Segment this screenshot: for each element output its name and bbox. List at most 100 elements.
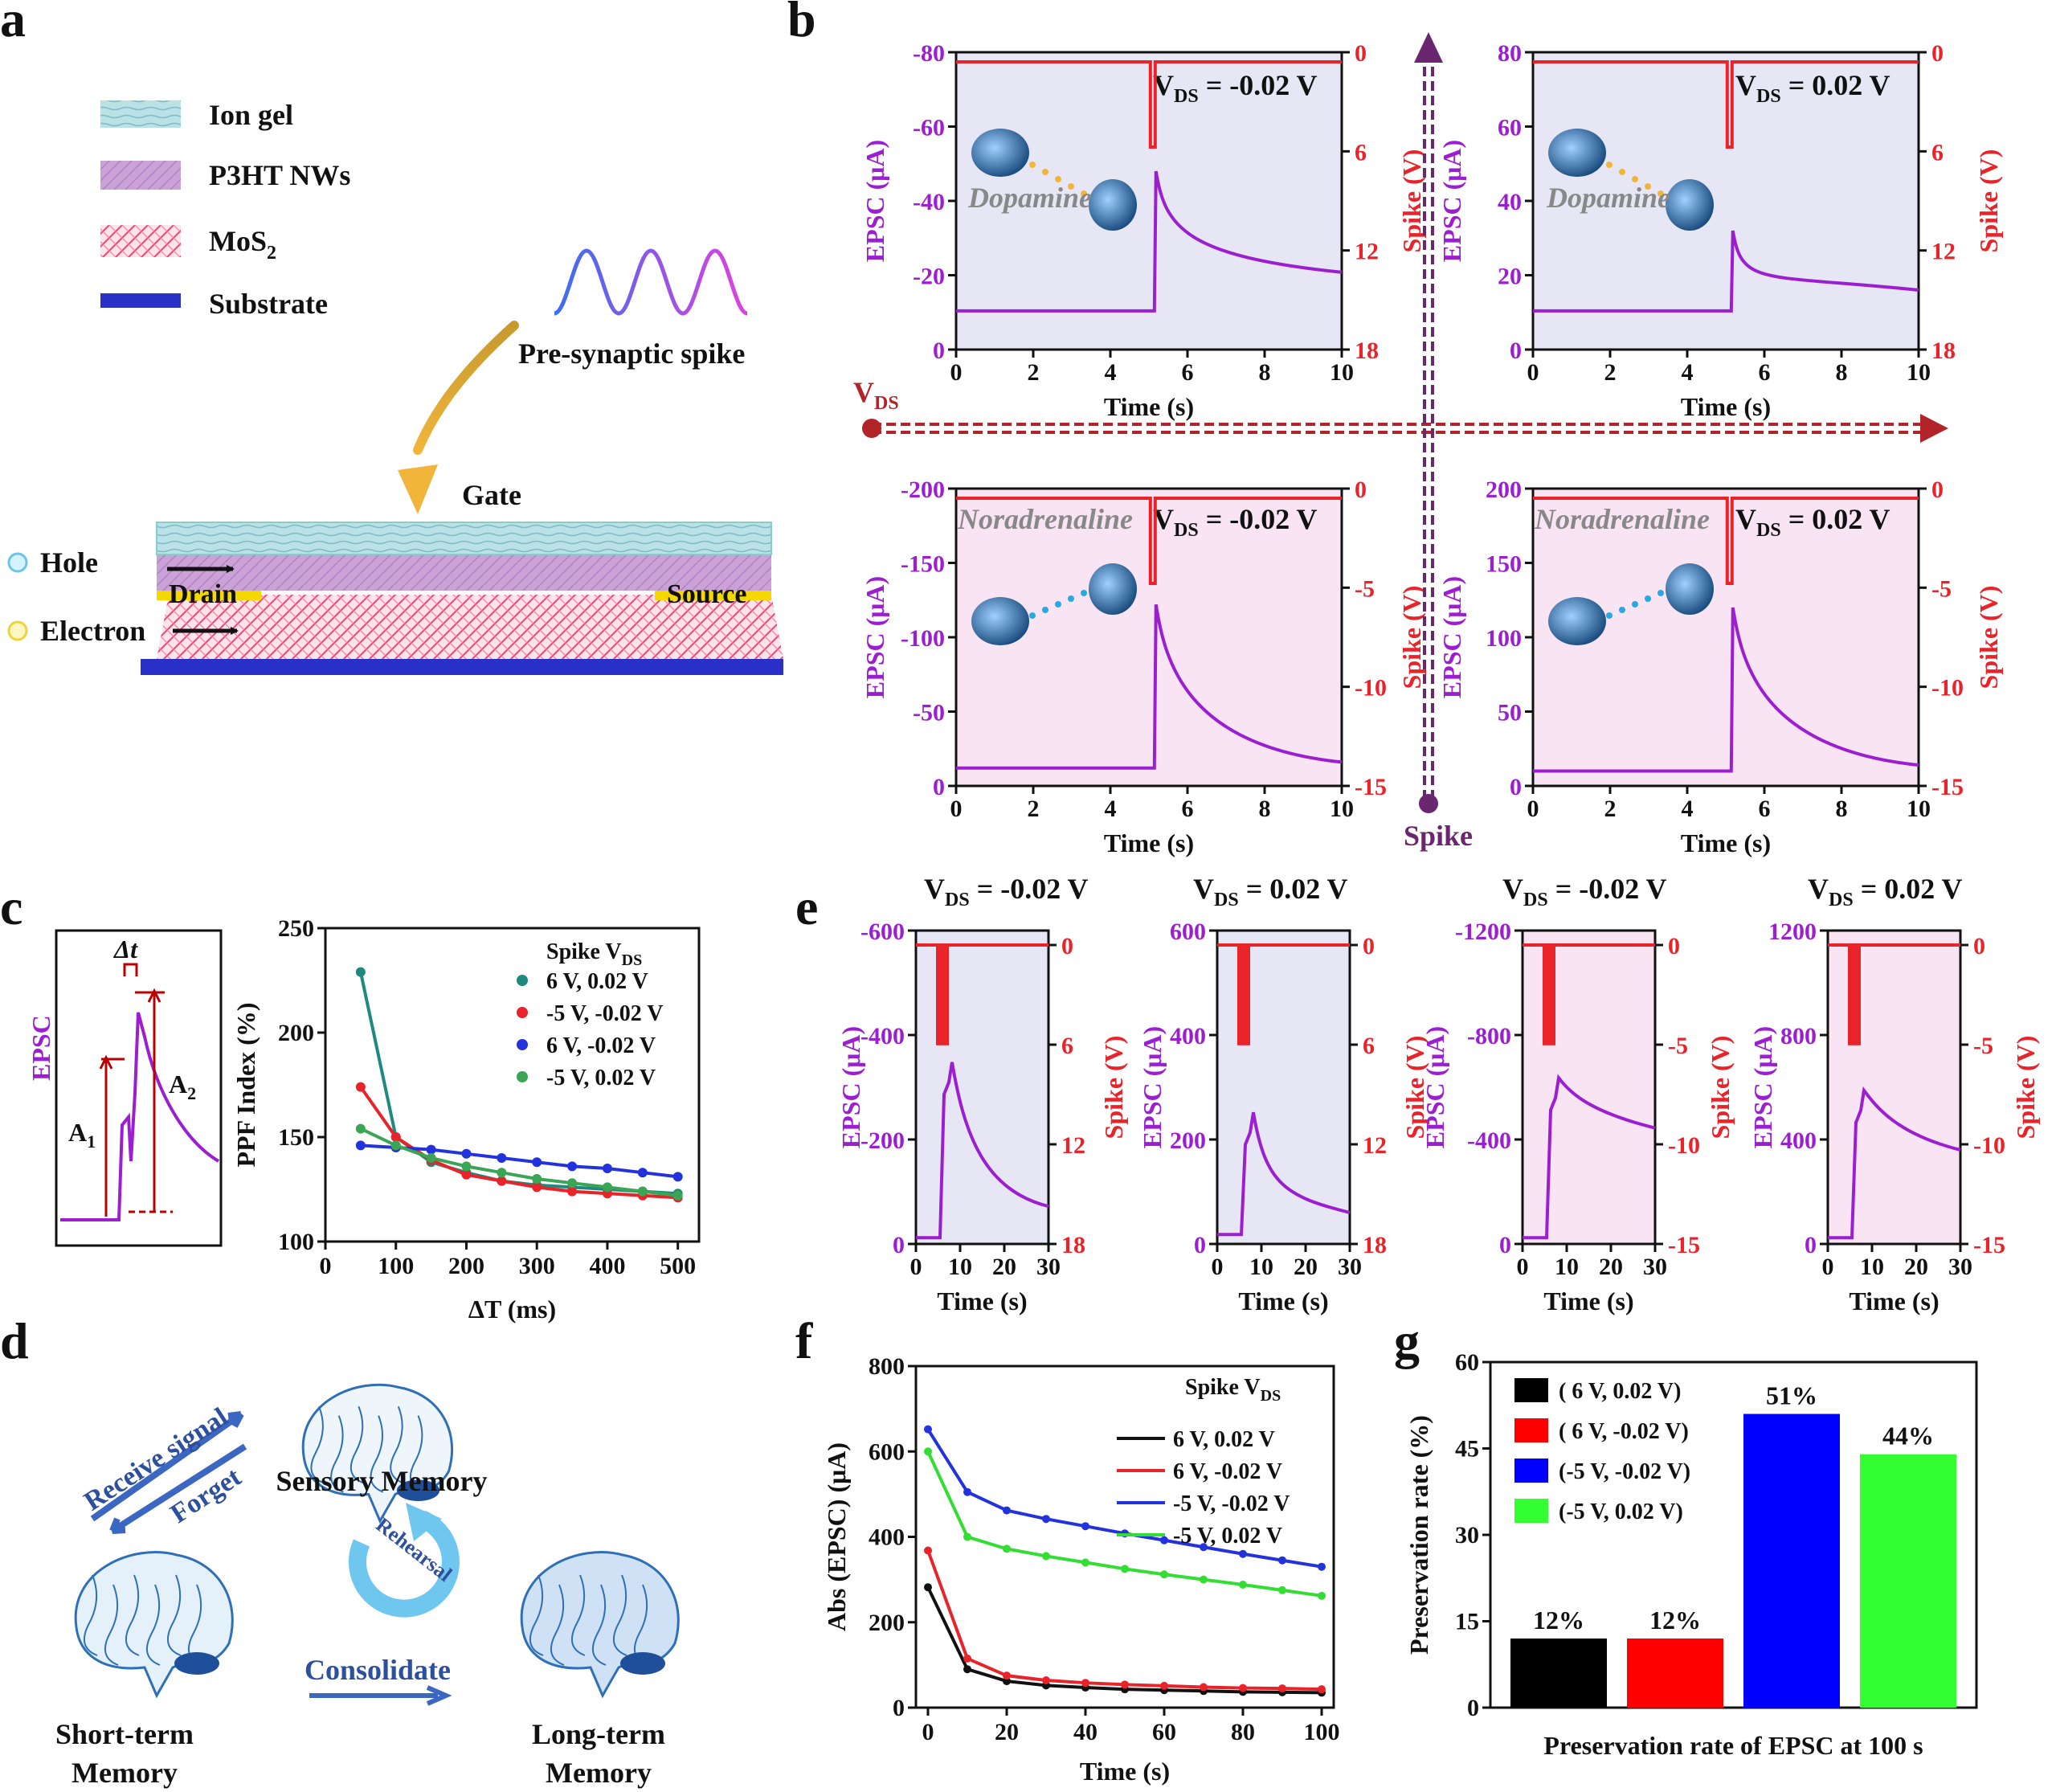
b-left-axis-label: EPSC (μA) [860, 576, 889, 698]
e-left-tick-label: 0 [1805, 1232, 1817, 1258]
panel-c-ppf: EPSC A1 A2 Δt 0 100 200 300 400 5001001502002… [27, 915, 701, 1324]
ppf-data-point [672, 1190, 683, 1201]
b-right-tick-label: 18 [1931, 338, 1956, 364]
ppf-data-point [497, 1176, 507, 1186]
b-x-tick-label: 0 [1527, 359, 1539, 386]
ppf-legend-marker [517, 1039, 528, 1050]
b-epsc-trace-3 [1533, 607, 1919, 773]
f-x-tick-label: 100 [1304, 1719, 1340, 1745]
rehearsal-loop-arrowhead [406, 1503, 442, 1541]
device-drain-electrode [157, 591, 261, 600]
g-y-tick-label: 60 [1455, 1349, 1479, 1376]
e-right-axis-label: Spike (V) [1099, 1036, 1128, 1139]
ppf-inset-frame [55, 929, 223, 1247]
neurotransmitter-label-2: Noradrenaline [957, 503, 1133, 535]
g-legend-label: (-5 V, -0.02 V) [1559, 1459, 1690, 1484]
e-epsc-trace-0 [916, 1062, 1049, 1240]
b-right-tick-label: 0 [1931, 477, 1944, 503]
neurotransmitter-dot [1606, 162, 1613, 168]
neurotransmitter-label-1: Dopamine [1546, 182, 1670, 214]
b-epsc-trace-0 [956, 170, 1343, 313]
b-x-tick-label: 4 [1105, 359, 1117, 386]
f-data-point [924, 1425, 932, 1434]
short-term-label-2: Memory [72, 1757, 178, 1789]
b-spike-axis-arrow [1423, 60, 1434, 800]
e-left-tick-label: -800 [1467, 1023, 1511, 1049]
b-left-tick-label: -20 [913, 264, 945, 290]
neurotransmitter-dot [1029, 162, 1036, 168]
ppf-legend-label: 6 V, 0.02 V [546, 969, 648, 994]
e-right-tick-label: 0 [1973, 933, 1985, 959]
e-x-tick-label: 30 [1948, 1254, 1972, 1280]
postsynaptic-neuron-icon [1089, 563, 1137, 615]
g-legend-label: (-5 V, 0.02 V) [1559, 1499, 1683, 1524]
e-x-axis-label: Time (s) [1849, 1287, 1939, 1315]
ppf-data-point [426, 1153, 436, 1163]
b-spike-trace-2 [956, 497, 1342, 585]
f-legend-label: -5 V, -0.02 V [1173, 1491, 1290, 1516]
e-left-tick-label: -1200 [1455, 919, 1511, 945]
b-left-tick-label: 40 [1498, 189, 1522, 215]
b-right-tick-label: 0 [1355, 477, 1367, 503]
b-right-axis-label: Spike (V) [1974, 149, 2003, 253]
f-data-point [1081, 1558, 1089, 1567]
f-data-point [1318, 1562, 1326, 1571]
ppf-data-point [461, 1161, 472, 1172]
f-data-point [1081, 1522, 1089, 1531]
sensory-memory-brain-icon-fold [370, 1415, 384, 1493]
ppf-legend-marker [517, 1071, 528, 1082]
b-spike-trace-3 [1533, 497, 1919, 585]
e-epsc-trace-3 [1828, 1086, 1961, 1240]
presynaptic-neuron-icon [971, 129, 1029, 177]
b-left-tick-label: 0 [933, 774, 945, 800]
e-x-axis-label: Time (s) [1543, 1287, 1633, 1315]
e-left-tick-label: -200 [860, 1127, 905, 1154]
b-right-tick-label: 0 [1931, 40, 1944, 67]
ppf-y-tick-label: 250 [278, 915, 314, 942]
neurotransmitter-label-3: Noradrenaline [1534, 503, 1710, 535]
b-left-axis-label: EPSC (μA) [1437, 576, 1466, 698]
g-y-tick-label: 15 [1455, 1609, 1479, 1635]
e-x-tick-label: 30 [1036, 1254, 1061, 1280]
ppf-a1-head [99, 1054, 113, 1070]
neurotransmitter-dot [1619, 607, 1625, 613]
ppf-data-point [567, 1186, 578, 1197]
b-x-tick-label: 6 [1182, 796, 1194, 822]
f-data-point [924, 1546, 932, 1555]
long-term-memory-brain-icon-fold [550, 1584, 565, 1666]
sensory-memory-brain-icon-fold [349, 1405, 364, 1484]
ppf-y-tick-label: 100 [278, 1229, 314, 1255]
g-legend-swatch [1514, 1459, 1548, 1483]
g-bar-value-label: 44% [1882, 1422, 1934, 1450]
ppf-x-axis-label: ΔT (ms) [468, 1295, 556, 1324]
ppf-data-point [567, 1178, 578, 1189]
e-spike-train-0 [936, 945, 949, 1045]
b-vds-axis-origin [862, 419, 881, 438]
short-term-memory-brain-icon-cerebellum [174, 1652, 219, 1675]
e-epsc-trace-1 [1217, 1111, 1351, 1237]
e-right-tick-label: -10 [1668, 1132, 1700, 1159]
f-data-point [1278, 1556, 1286, 1565]
neurotransmitter-dot [1081, 190, 1087, 197]
e-left-tick-label: 400 [1780, 1127, 1817, 1154]
ppf-inset-a2: A2 [169, 1070, 196, 1103]
f-data-point [1200, 1575, 1208, 1584]
f-data-point [924, 1583, 932, 1592]
long-term-label-1: Long-term [532, 1718, 665, 1750]
f-data-point [1081, 1679, 1089, 1688]
e-right-tick-label: 18 [1061, 1232, 1085, 1258]
f-data-point [1239, 1549, 1247, 1558]
neurotransmitter-dot [1042, 169, 1048, 175]
g-bar [1743, 1414, 1840, 1708]
consolidate-arrow [309, 1685, 452, 1706]
long-term-memory-brain-icon [520, 1551, 680, 1699]
b-left-tick-label: -60 [913, 115, 945, 141]
b-x-axis-label: Time (s) [1104, 828, 1194, 857]
b-x-axis-label: Time (s) [1104, 392, 1194, 421]
b-x-tick-label: 8 [1836, 359, 1848, 386]
f-data-point [1042, 1515, 1050, 1524]
short-term-label-1: Short-term [55, 1718, 194, 1750]
g-bar [1627, 1639, 1723, 1708]
f-data-point [1318, 1685, 1326, 1694]
presynaptic-neuron-icon [971, 597, 1029, 645]
